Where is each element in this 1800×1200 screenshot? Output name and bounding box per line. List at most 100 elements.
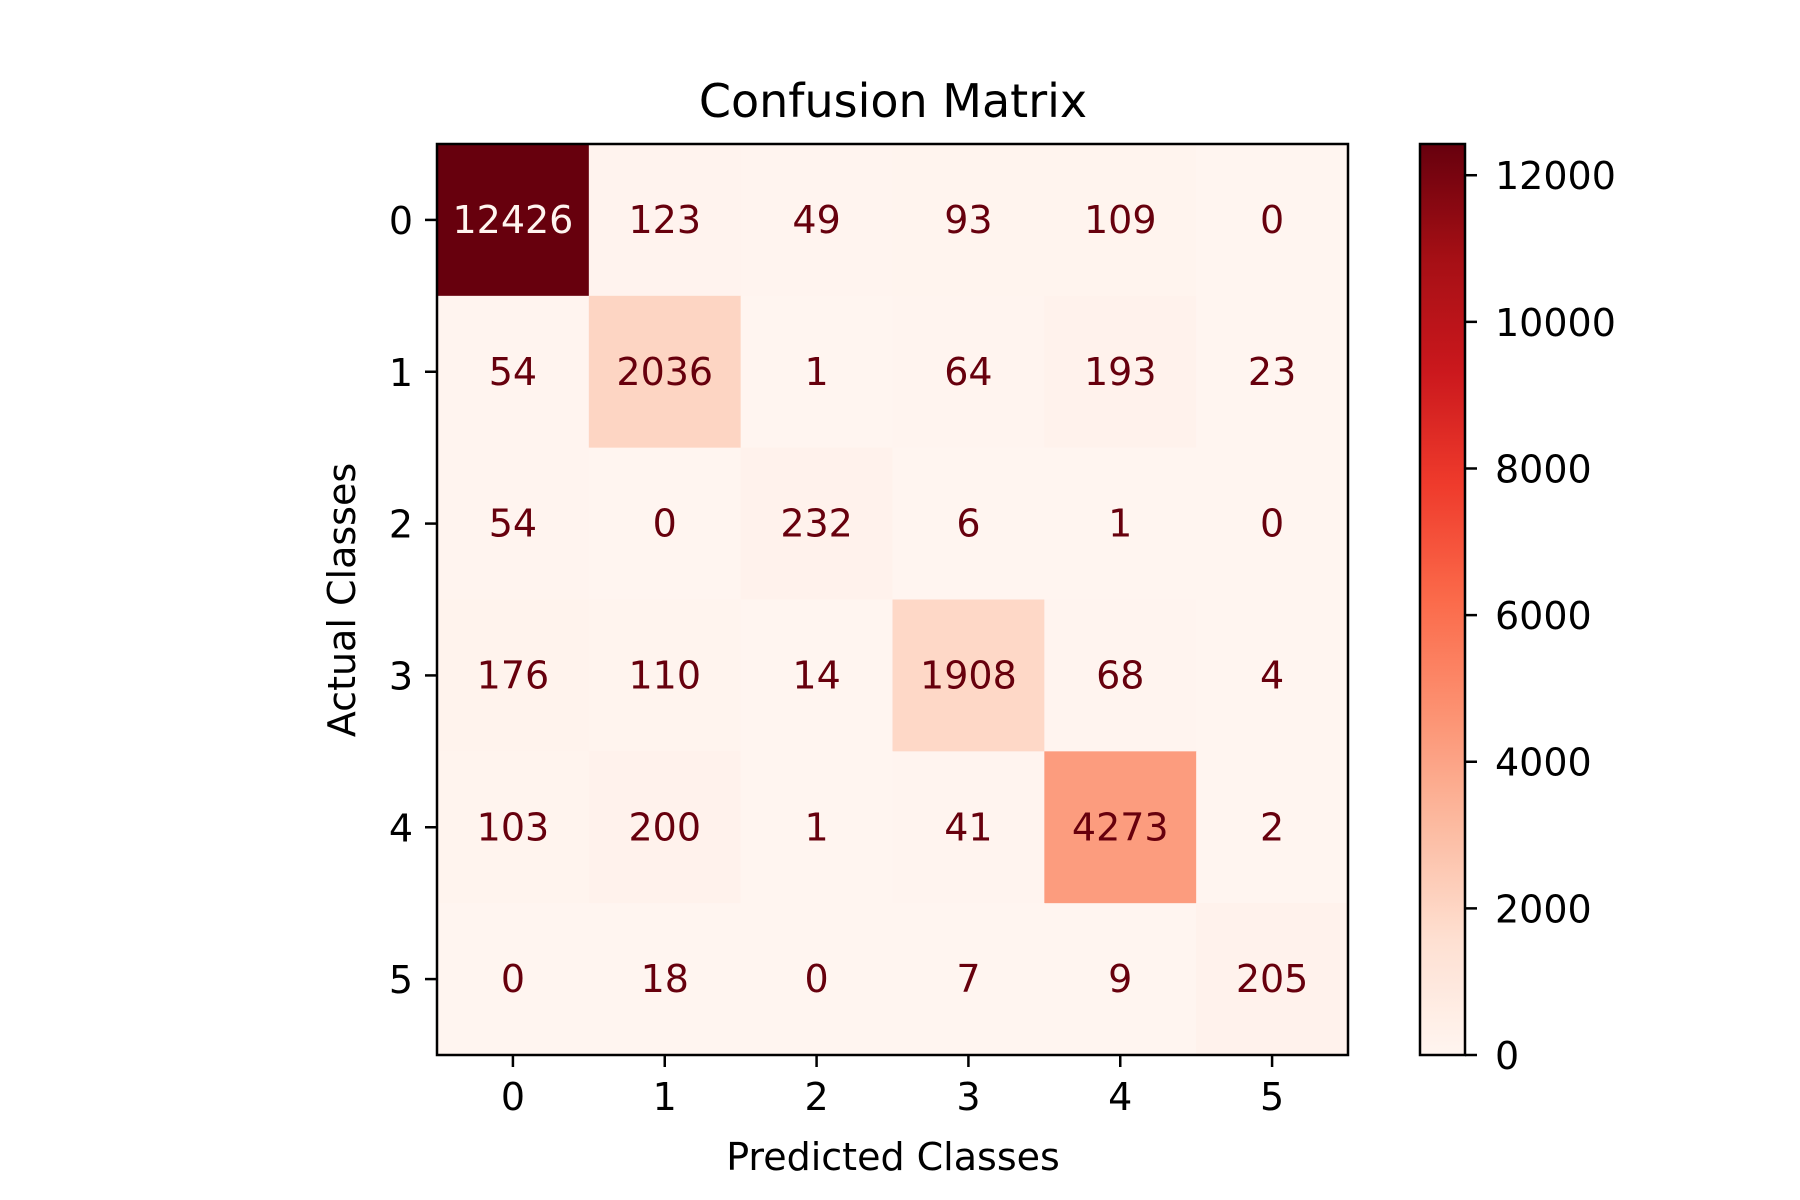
heatmap-cell	[1196, 295, 1349, 449]
heatmap-cell	[1044, 144, 1197, 297]
heatmap-cell	[740, 903, 894, 1056]
cell-value-label: 41	[944, 805, 992, 849]
colorbar-tick-label: 8000	[1495, 447, 1592, 491]
heatmap-cell	[892, 903, 1045, 1056]
heatmap-frame	[435, 142, 1350, 1057]
y-tick-label: 0	[389, 199, 413, 243]
colorbar-tick-label: 4000	[1495, 741, 1592, 785]
cell-value-label: 205	[1236, 957, 1309, 1001]
heatmap-cell	[1196, 751, 1349, 904]
colorbar-tick-label: 0	[1495, 1034, 1519, 1078]
cell-value-label: 1908	[920, 653, 1017, 697]
heatmap-cell	[437, 144, 590, 297]
cell-value-label: 0	[1260, 198, 1284, 242]
colorbar-tick-label: 6000	[1495, 594, 1592, 638]
heatmap-cell	[588, 447, 742, 601]
x-axis-ticks: 0 1 2 3 4 5	[501, 1055, 1284, 1119]
cell-value-label: 110	[628, 653, 701, 697]
cell-value-label: 103	[477, 805, 550, 849]
x-tick-label: 1	[653, 1075, 677, 1119]
x-axis-label: Predicted Classes	[726, 1135, 1060, 1179]
heatmap-cell	[1044, 447, 1197, 601]
heatmap-cell	[588, 295, 742, 449]
cell-value-label: 4	[1260, 653, 1284, 697]
heatmap-cell	[437, 447, 590, 601]
cell-value-label: 54	[489, 502, 537, 546]
cell-value-label: 1	[1108, 502, 1132, 546]
cell-value-label: 93	[944, 198, 992, 242]
cell-value-label: 6	[956, 502, 980, 546]
cell-value-label: 176	[477, 653, 550, 697]
colorbar-frame	[1418, 142, 1467, 1057]
chart-title: Confusion Matrix	[699, 74, 1087, 128]
colorbar-tick-label: 12000	[1495, 154, 1616, 198]
heatmap-cell	[1196, 144, 1349, 297]
heatmap-cell	[1044, 599, 1197, 752]
heatmap-cell	[740, 751, 894, 904]
heatmap-cell	[1196, 599, 1349, 752]
heatmap-cell	[588, 903, 742, 1056]
x-tick-label: 4	[1108, 1075, 1132, 1119]
cell-value-label: 2036	[616, 350, 713, 394]
heatmap-cell	[437, 903, 590, 1056]
cell-value-label: 193	[1084, 350, 1157, 394]
heatmap-cell	[1196, 447, 1349, 601]
heatmap-cell	[740, 447, 894, 601]
y-tick-label: 2	[389, 503, 413, 547]
y-tick-label: 1	[389, 351, 413, 395]
cell-value-label: 123	[628, 198, 701, 242]
heatmap-cell	[1044, 295, 1197, 449]
heatmap-cell	[892, 599, 1045, 752]
y-axis-ticks: 0 1 2 3 4 5	[389, 199, 437, 1002]
x-tick-label: 3	[956, 1075, 980, 1119]
cell-value-label: 23	[1248, 350, 1296, 394]
cell-value-label: 1	[804, 805, 828, 849]
cell-value-label: 9	[1108, 957, 1132, 1001]
heatmap-cell	[1196, 903, 1349, 1056]
cell-value-label: 68	[1096, 653, 1144, 697]
colorbar-tick-label: 10000	[1495, 301, 1616, 345]
cell-value-label: 4273	[1072, 805, 1169, 849]
cell-value-label: 0	[501, 957, 525, 1001]
heatmap-cell	[437, 295, 590, 449]
cell-value-label: 232	[780, 502, 853, 546]
colorbar-tick-label: 2000	[1495, 887, 1592, 931]
x-tick-label: 0	[501, 1075, 525, 1119]
cell-value-label: 14	[792, 653, 840, 697]
heatmap-cell	[437, 599, 590, 752]
heatmap-cell	[588, 144, 742, 297]
y-tick-label: 3	[389, 654, 413, 698]
heatmap-cell	[892, 295, 1045, 449]
cell-value-label: 1	[804, 350, 828, 394]
cell-value-label: 109	[1084, 198, 1157, 242]
cell-value-label: 18	[641, 957, 689, 1001]
cell-value-label: 200	[628, 805, 701, 849]
y-tick-label: 4	[389, 806, 413, 850]
heatmap-cell	[892, 447, 1045, 601]
cell-value-label: 64	[944, 350, 992, 394]
cell-value-label: 12426	[452, 198, 573, 242]
x-tick-label: 5	[1260, 1075, 1284, 1119]
heatmap-cell	[588, 751, 742, 904]
heatmap-cell	[588, 599, 742, 752]
cell-value-label: 2	[1260, 805, 1284, 849]
x-tick-label: 2	[804, 1075, 828, 1119]
heatmap-cell	[437, 751, 590, 904]
cell-value-label: 7	[956, 957, 980, 1001]
cell-value-label: 0	[653, 502, 677, 546]
y-axis-label: Actual Classes	[320, 463, 364, 737]
cell-value-label: 54	[489, 350, 537, 394]
heatmap-cell	[740, 144, 894, 297]
heatmap-cell	[1044, 751, 1197, 904]
heatmap-cell	[892, 751, 1045, 904]
heatmap-cell	[740, 295, 894, 449]
cell-value-label: 49	[792, 198, 840, 242]
cell-value-label: 0	[1260, 502, 1284, 546]
cell-value-label: 0	[804, 957, 828, 1001]
heatmap-cell	[740, 599, 894, 752]
y-tick-label: 5	[389, 958, 413, 1002]
colorbar	[1420, 144, 1465, 1055]
heatmap-cell	[1044, 903, 1197, 1056]
